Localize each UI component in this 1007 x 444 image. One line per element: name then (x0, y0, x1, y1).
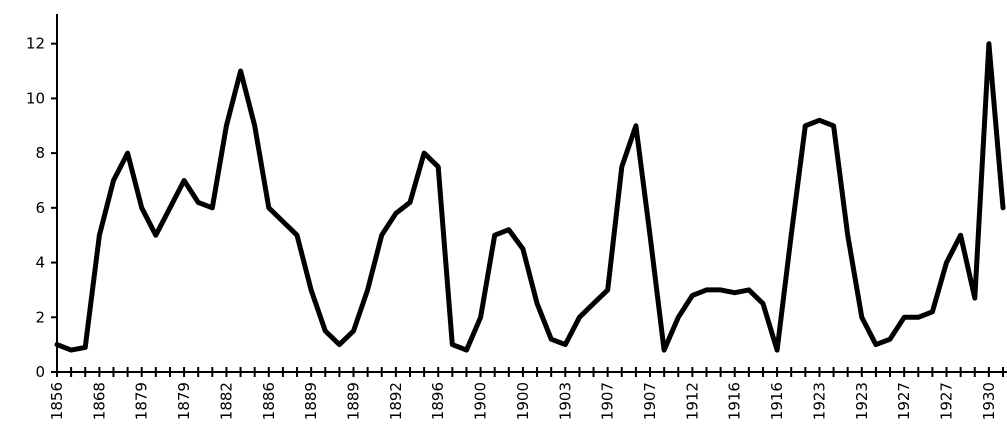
x-tick-label: 1927 (895, 382, 913, 420)
x-tick-label: 1889 (345, 382, 363, 420)
y-tick-label: 10 (26, 89, 45, 107)
x-tick-label: 1916 (768, 382, 786, 420)
x-tick-label: 1907 (641, 382, 659, 420)
x-tick-label: 1923 (853, 382, 871, 420)
x-tick-label: 1896 (429, 382, 447, 420)
x-tick-label: 1912 (683, 382, 701, 420)
x-tick-label: 1907 (599, 382, 617, 420)
x-tick-label: 1927 (938, 382, 956, 420)
y-tick-label: 12 (26, 35, 45, 53)
x-tick-label: 1900 (514, 382, 532, 420)
x-tick-label: 1892 (387, 382, 405, 420)
x-tick-label: 1879 (133, 382, 151, 420)
x-tick-label: 1868 (90, 382, 108, 420)
x-tick-label: 1856 (48, 382, 66, 420)
x-tick-label: 1886 (260, 382, 278, 420)
x-tick-label: 1879 (175, 382, 193, 420)
y-tick-label: 4 (35, 254, 45, 272)
series (54, 41, 1006, 353)
x-tick-label: 1916 (726, 382, 744, 420)
x-tick-label: 1923 (810, 382, 828, 420)
y-tick-label: 8 (35, 144, 45, 162)
x-tick-label: 1889 (302, 382, 320, 420)
y-axis: 0 2 4 6 8 10 12 (26, 14, 58, 381)
y-tick-label: 6 (35, 199, 45, 217)
y-tick-label: 2 (35, 308, 45, 326)
x-tick-label: 1930 (980, 382, 998, 420)
x-tick-label: 1882 (217, 382, 235, 420)
series-line (54, 41, 1006, 353)
x-tick-label: 1903 (556, 382, 574, 420)
x-axis: 1856 1868 1879 1879 1882 1886 1889 1889 1892 1896… (48, 367, 1007, 420)
x-tick-label: 1900 (472, 382, 490, 420)
y-tick-label: 0 (35, 363, 45, 381)
